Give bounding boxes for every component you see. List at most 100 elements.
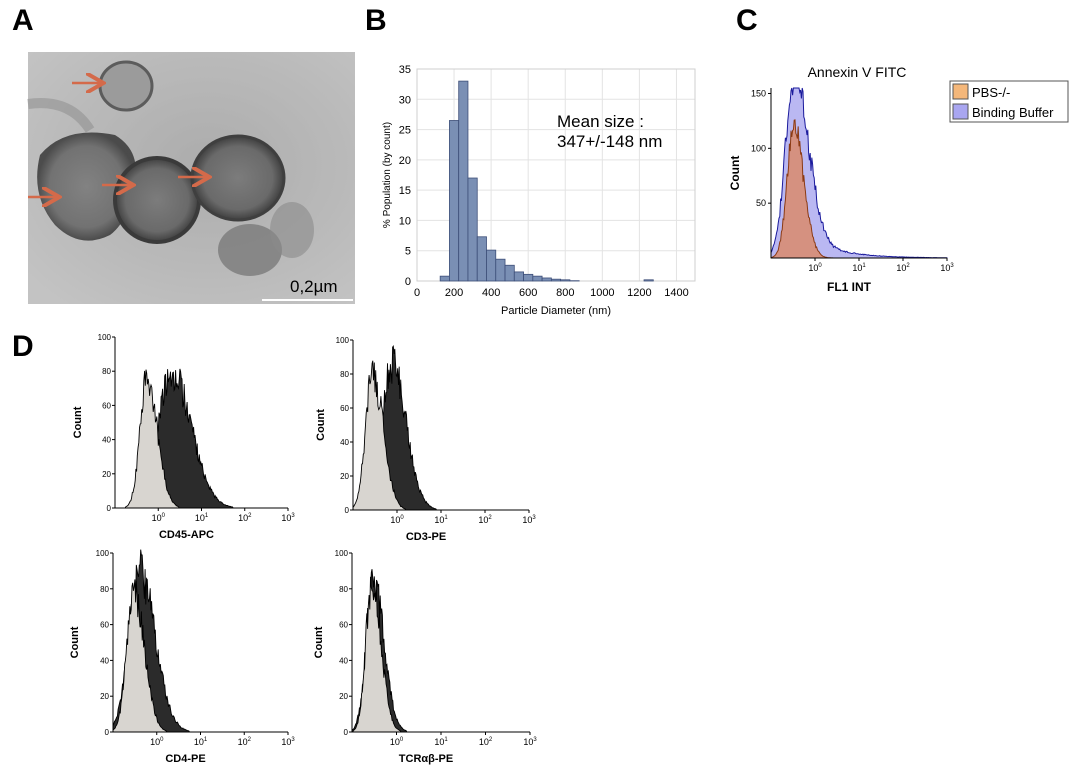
x-tick-label: 0: [414, 287, 420, 299]
x-tick-label-exp: 3: [291, 737, 295, 743]
y-tick-label: 5: [405, 246, 411, 258]
x-tick-label: 800: [556, 287, 574, 299]
histogram-bar: [449, 120, 460, 282]
x-tick-label-exp: 0: [818, 263, 822, 269]
mean-size-label: Mean size :: [557, 112, 644, 131]
x-tick-label-exp: 0: [400, 737, 404, 743]
histogram-bar: [439, 275, 450, 282]
x-tick-label-exp: 3: [532, 515, 536, 521]
y-axis-label: Count: [728, 156, 742, 191]
y-tick-label: 100: [335, 549, 349, 558]
x-tick-label: 100: [150, 737, 164, 747]
x-tick-label: 102: [478, 515, 492, 525]
y-tick-label: 20: [340, 472, 349, 481]
histogram-bar: [532, 275, 543, 282]
x-tick-label: 102: [479, 737, 493, 747]
y-axis-label: Count: [313, 626, 325, 658]
vesicle-left: [37, 132, 136, 241]
x-tick-label: 100: [390, 515, 404, 525]
isotype-histogram: [352, 360, 529, 511]
x-tick-label-exp: 1: [444, 515, 448, 521]
x-tick-label: 102: [896, 263, 910, 273]
y-tick-label: 80: [340, 370, 349, 379]
panel-a-letter: A: [12, 4, 34, 37]
y-tick-label: 10: [399, 215, 411, 227]
y-tick-label: 20: [399, 155, 411, 167]
y-tick-label: 35: [399, 64, 411, 76]
y-tick-label: 40: [100, 656, 109, 665]
x-tick-label: 103: [281, 513, 295, 523]
histogram-bar: [467, 177, 478, 282]
y-tick-label: 100: [96, 549, 110, 558]
y-tick-label: 60: [100, 621, 109, 630]
y-tick-label: 60: [340, 404, 349, 413]
y-tick-label: 100: [751, 143, 766, 153]
panel-b-letter: B: [365, 4, 387, 37]
x-tick-label-exp: 3: [533, 737, 537, 743]
x-tick-label: 101: [852, 263, 866, 273]
legend-box: [949, 80, 1069, 123]
histogram-bar: [458, 80, 469, 282]
y-tick-label: 20: [102, 470, 111, 479]
y-tick-label: 100: [336, 336, 350, 345]
legend: PBS-/- Binding Buffer: [949, 80, 1069, 123]
x-tick-label: 101: [194, 737, 208, 747]
x-tick-label-exp: 1: [862, 263, 866, 269]
legend-swatch-pbs: [952, 83, 969, 100]
vesicle-small: [98, 60, 154, 112]
x-tick-label: 101: [434, 737, 448, 747]
x-axis-label: FL1 INT: [827, 280, 872, 294]
scale-bar-label: 0,2µm: [290, 277, 338, 296]
particle-size-histogram: 0 200 400 600 800 1000 1200 1400 0 5 10 15 20 25 30 35 P…: [382, 64, 696, 317]
x-tick-label: 102: [238, 737, 252, 747]
y-tick-label: 0: [107, 504, 112, 513]
histogram-bar: [550, 278, 562, 282]
y-tick-label: 40: [339, 656, 348, 665]
x-axis-label: TCRαβ-PE: [399, 753, 453, 765]
x-tick-label-exp: 2: [906, 263, 910, 269]
x-tick-label: 1000: [590, 287, 614, 299]
y-tick-label: 25: [399, 125, 411, 137]
y-tick-label: 60: [102, 401, 111, 410]
y-tick-label: 20: [100, 692, 109, 701]
x-tick-label: 101: [434, 515, 448, 525]
x-tick-label-exp: 3: [291, 513, 295, 519]
y-axis-label: % Population (by count): [382, 122, 393, 228]
x-tick-label: 200: [445, 287, 463, 299]
x-tick-label: 400: [482, 287, 500, 299]
x-tick-label: 1200: [627, 287, 651, 299]
x-tick-label: 100: [808, 263, 822, 273]
y-tick-label: 15: [399, 185, 411, 197]
x-tick-label: 103: [281, 737, 295, 747]
x-tick-label: 102: [238, 513, 252, 523]
histogram-bar: [495, 258, 506, 282]
histogram-bar: [643, 279, 654, 282]
histogram-bar: [523, 273, 534, 282]
y-axis-label: Count: [69, 626, 81, 658]
x-tick-label-exp: 3: [950, 263, 954, 269]
x-tick-label-exp: 1: [444, 737, 448, 743]
y-tick-label: 80: [339, 585, 348, 594]
legend-label-pbs: PBS-/-: [972, 85, 1010, 100]
series-binding-buffer-area: [770, 87, 948, 259]
legend-swatch-binding: [952, 103, 969, 120]
vesicle-center: [113, 156, 201, 244]
x-tick-label-exp: 2: [248, 737, 252, 743]
x-axis-label: CD4-PE: [165, 753, 205, 765]
y-tick-label: 40: [102, 436, 111, 445]
histogram-bar: [504, 264, 515, 282]
x-axis-label: CD45-APC: [159, 529, 214, 541]
chart-title: Annexin V FITC: [808, 64, 907, 80]
x-axis-label: CD3-PE: [406, 531, 446, 543]
y-tick-label: 0: [344, 728, 349, 737]
y-tick-label: 80: [100, 585, 109, 594]
y-tick-label: 150: [751, 88, 766, 98]
x-tick-label-exp: 2: [248, 513, 252, 519]
x-tick-label-exp: 1: [204, 737, 208, 743]
x-tick-label: 100: [152, 513, 166, 523]
x-tick-label: 101: [195, 513, 209, 523]
